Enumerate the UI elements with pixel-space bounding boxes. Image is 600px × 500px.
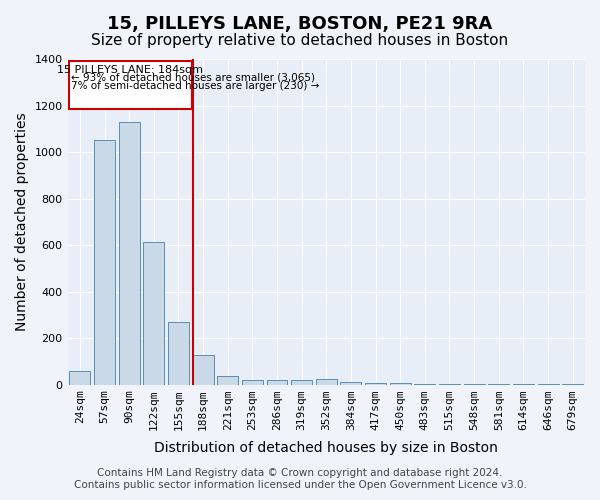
X-axis label: Distribution of detached houses by size in Boston: Distribution of detached houses by size … (154, 441, 498, 455)
Bar (291, 380, 312, 384)
Text: 7% of semi-detached houses are larger (230) →: 7% of semi-detached houses are larger (2… (71, 81, 320, 91)
Text: 15, PILLEYS LANE, BOSTON, PE21 9RA: 15, PILLEYS LANE, BOSTON, PE21 9RA (107, 15, 493, 33)
Bar (143, 242, 164, 384)
Bar (70, 370, 91, 384)
Text: 15 PILLEYS LANE: 184sqm: 15 PILLEYS LANE: 184sqm (58, 65, 203, 75)
Text: ← 93% of detached houses are smaller (3,065): ← 93% of detached houses are smaller (3,… (71, 73, 315, 83)
Bar (242, 380, 263, 384)
FancyBboxPatch shape (69, 62, 192, 109)
Bar (340, 382, 361, 384)
Bar (193, 356, 214, 384)
Bar (217, 376, 238, 384)
Bar (316, 378, 337, 384)
Bar (94, 140, 115, 384)
Text: Contains HM Land Registry data © Crown copyright and database right 2024.
Contai: Contains HM Land Registry data © Crown c… (74, 468, 526, 490)
Y-axis label: Number of detached properties: Number of detached properties (15, 112, 29, 331)
Text: Size of property relative to detached houses in Boston: Size of property relative to detached ho… (91, 32, 509, 48)
Bar (266, 380, 287, 384)
Bar (168, 322, 189, 384)
Bar (119, 122, 140, 384)
